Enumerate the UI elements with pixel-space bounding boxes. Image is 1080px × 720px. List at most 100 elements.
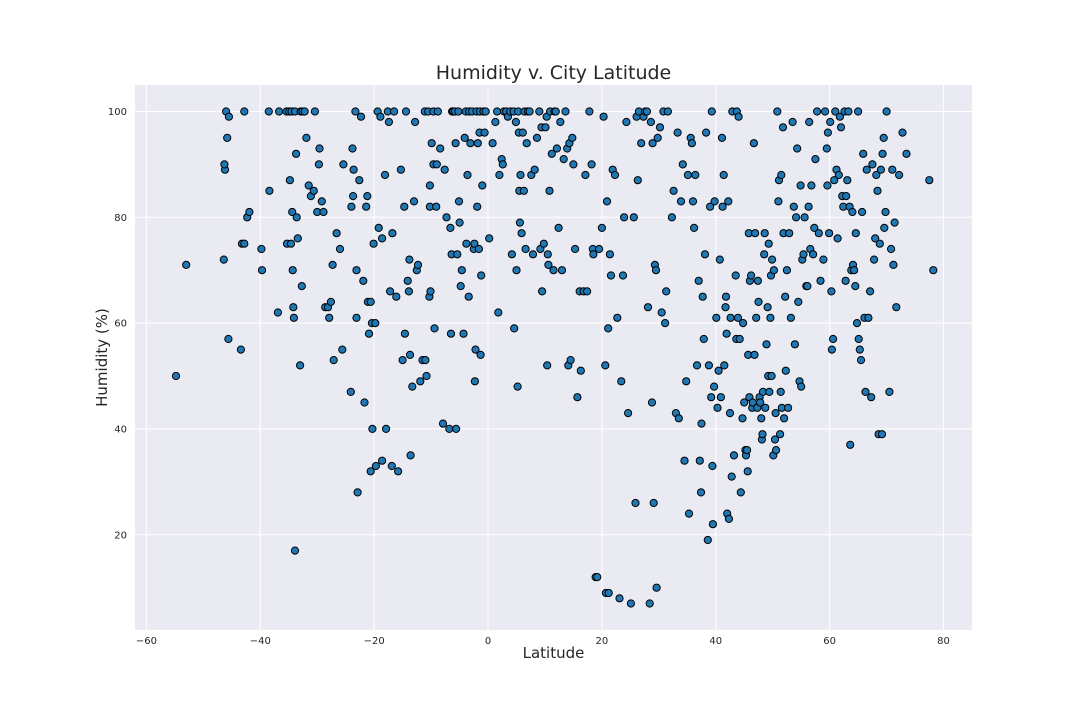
data-point (220, 160, 229, 169)
x-tick-label: 40 (709, 636, 722, 647)
data-point (703, 535, 712, 545)
data-point (749, 139, 759, 148)
data-point (457, 266, 466, 275)
data-point (293, 234, 302, 243)
x-axis-ticks: −60 −40 −20 0 20 40 60 80 (136, 636, 950, 647)
data-point (714, 366, 723, 375)
data-point (432, 202, 441, 211)
data-point (631, 498, 640, 508)
data-point (525, 107, 534, 116)
data-point (302, 133, 311, 142)
data-point (310, 107, 319, 116)
data-point (606, 271, 616, 280)
data-point (275, 107, 284, 116)
data-point (394, 467, 403, 476)
data-point (807, 181, 816, 190)
data-point (452, 424, 461, 433)
data-point (735, 334, 744, 344)
data-point (421, 356, 430, 365)
data-point (771, 409, 780, 418)
data-point (881, 207, 890, 217)
data-point (549, 266, 558, 275)
data-point (841, 276, 850, 285)
data-point (822, 144, 831, 153)
data-point (470, 377, 479, 386)
data-point (557, 266, 567, 275)
data-point (543, 250, 552, 259)
data-point (363, 192, 372, 201)
y-axis-label: Humidity (%) (93, 308, 111, 407)
data-point (680, 456, 689, 465)
data-point (314, 160, 323, 169)
data-point (554, 223, 563, 232)
data-point (765, 387, 774, 396)
data-point (856, 356, 866, 365)
data-point (464, 292, 473, 301)
data-point (663, 107, 673, 116)
data-point (624, 409, 633, 418)
data-point (427, 139, 436, 148)
data-point (384, 117, 393, 127)
data-point (571, 244, 580, 254)
data-point (696, 488, 706, 497)
data-point (371, 319, 380, 328)
data-point (378, 456, 387, 465)
x-tick-label: 80 (937, 636, 950, 647)
data-point (466, 139, 475, 148)
data-point (451, 139, 460, 148)
data-point (438, 419, 448, 428)
data-point (454, 197, 464, 206)
data-point (292, 149, 301, 158)
data-point (519, 186, 529, 195)
data-point (349, 165, 358, 174)
data-point (382, 424, 391, 433)
data-point (442, 213, 451, 222)
data-point (716, 393, 726, 402)
data-point (498, 160, 507, 169)
data-point (753, 276, 763, 285)
data-point (599, 112, 608, 121)
data-point (530, 165, 539, 174)
data-point (769, 266, 779, 275)
data-point (702, 128, 711, 137)
data-point (617, 377, 626, 386)
data-point (171, 371, 181, 381)
data-point (887, 244, 896, 254)
data-point (493, 107, 502, 116)
data-point (290, 546, 300, 555)
data-point (593, 573, 602, 582)
data-point (834, 170, 843, 180)
data-point (697, 419, 706, 428)
data-point (760, 250, 769, 259)
data-point (830, 176, 839, 185)
data-point (315, 144, 324, 153)
data-point (605, 250, 615, 259)
data-point (880, 223, 889, 232)
data-point (317, 197, 326, 206)
data-point (717, 133, 727, 142)
data-point (359, 276, 368, 285)
data-point (799, 250, 808, 259)
data-point (257, 244, 266, 254)
data-point (846, 440, 855, 449)
data-point (430, 324, 439, 333)
data-point (875, 239, 884, 248)
data-point (485, 234, 494, 243)
data-point (473, 139, 482, 148)
data-point (797, 382, 806, 391)
data-point (738, 414, 747, 423)
data-point (763, 303, 772, 312)
data-point (488, 139, 497, 148)
data-point (661, 319, 670, 328)
data-point (690, 223, 699, 232)
data-point (752, 313, 761, 322)
data-point (688, 197, 698, 206)
data-point (902, 149, 911, 158)
data-point (528, 250, 538, 259)
data-point (747, 271, 756, 280)
data-point (750, 350, 759, 359)
data-point (867, 393, 876, 402)
data-point (292, 213, 301, 222)
data-point (286, 239, 296, 248)
data-point (859, 149, 868, 158)
